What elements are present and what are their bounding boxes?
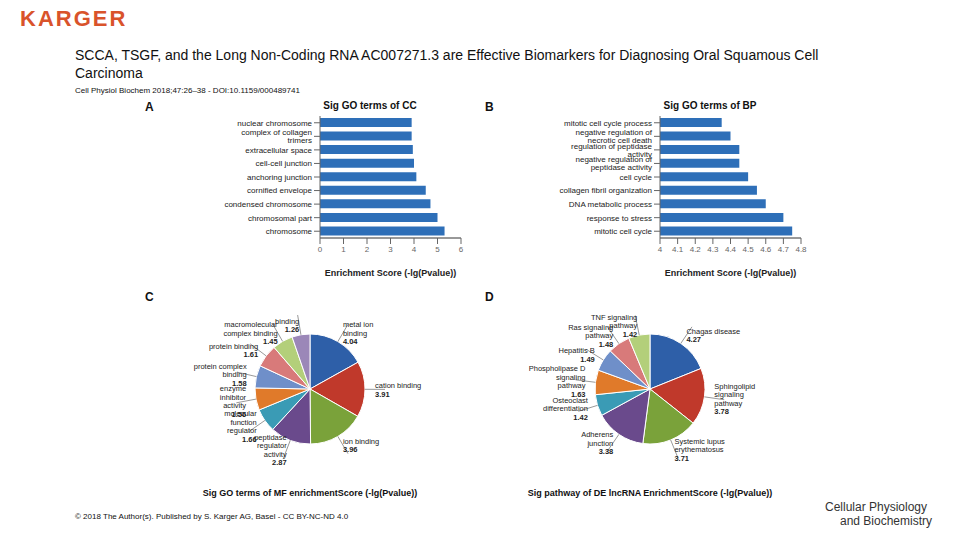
svg-text:3: 3: [388, 245, 393, 254]
svg-text:4.8: 4.8: [795, 245, 807, 254]
svg-text:4: 4: [658, 245, 663, 254]
svg-text:4.5: 4.5: [743, 245, 755, 254]
svg-text:Hepatitis B1.49: Hepatitis B1.49: [559, 346, 595, 364]
svg-text:Enrichment Score (-lg(Pvalue)): Enrichment Score (-lg(Pvalue)): [665, 268, 797, 278]
svg-text:binding1.26: binding1.26: [275, 317, 299, 335]
svg-text:TNF signalingpathway1.42: TNF signalingpathway1.42: [591, 313, 638, 339]
svg-text:cell cycle: cell cycle: [620, 173, 653, 182]
svg-text:4.4: 4.4: [725, 245, 737, 254]
svg-text:1: 1: [341, 245, 346, 254]
svg-text:metal ionbinding4.04: metal ionbinding4.04: [343, 320, 373, 346]
svg-text:nuclear chromosome: nuclear chromosome: [237, 119, 312, 128]
svg-text:protein complexbinding1.58: protein complexbinding1.58: [194, 362, 247, 388]
svg-text:Ras signalingpathway1.48: Ras signalingpathway1.48: [568, 323, 613, 349]
svg-text:enzymeinhibitoractivity1.56: enzymeinhibitoractivity1.56: [220, 384, 247, 419]
svg-text:4.2: 4.2: [690, 245, 702, 254]
svg-text:mitotic cell cycle process: mitotic cell cycle process: [564, 119, 652, 128]
svg-text:4.3: 4.3: [707, 245, 719, 254]
svg-text:peptidaseregulatoractivity2.87: peptidaseregulatoractivity2.87: [254, 433, 287, 468]
svg-text:4: 4: [412, 245, 417, 254]
svg-text:response to stress: response to stress: [587, 214, 652, 223]
svg-text:negative regulation ofpeptidas: negative regulation ofpeptidase activity: [576, 155, 653, 172]
svg-text:6: 6: [459, 245, 464, 254]
svg-text:5: 5: [435, 245, 440, 254]
svg-text:Systemic lupuserythematosus3.7: Systemic lupuserythematosus3.71: [674, 437, 725, 463]
svg-text:4.6: 4.6: [760, 245, 772, 254]
svg-text:protein binding1.61: protein binding1.61: [209, 342, 258, 360]
svg-text:complex of collagentrimers: complex of collagentrimers: [241, 128, 312, 145]
svg-text:Enrichment Score (-lg(Pvalue)): Enrichment Score (-lg(Pvalue)): [325, 268, 457, 278]
svg-text:ion binding3.96: ion binding3.96: [343, 437, 379, 455]
svg-text:anchoring junction: anchoring junction: [247, 173, 312, 182]
svg-text:Adherensjunction3.38: Adherensjunction3.38: [581, 430, 613, 456]
svg-text:collagen fibril organization: collagen fibril organization: [560, 186, 653, 195]
svg-text:0: 0: [318, 245, 323, 254]
svg-text:mitotic cell cycle: mitotic cell cycle: [594, 227, 652, 236]
svg-text:Phospholipase Dsignalingpathwa: Phospholipase Dsignalingpathway1.63: [529, 364, 586, 399]
svg-text:cornified envelope: cornified envelope: [247, 186, 312, 195]
svg-text:macromolecularcomplex binding1: macromolecularcomplex binding1.45: [223, 320, 278, 346]
svg-text:Sphingolipidsignalingpathway3.: Sphingolipidsignalingpathway3.78: [714, 382, 755, 417]
svg-text:4.1: 4.1: [672, 245, 684, 254]
svg-text:condensed chromosome: condensed chromosome: [224, 200, 312, 209]
svg-text:cation binding3.91: cation binding3.91: [375, 381, 421, 399]
svg-text:Osteoclastdifferentiation1.42: Osteoclastdifferentiation1.42: [543, 396, 589, 422]
svg-text:cell-cell junction: cell-cell junction: [256, 159, 312, 168]
svg-text:DNA metabolic process: DNA metabolic process: [569, 200, 652, 209]
svg-text:chromosome: chromosome: [266, 227, 313, 236]
svg-text:2: 2: [365, 245, 370, 254]
svg-text:extracellular space: extracellular space: [245, 146, 312, 155]
svg-text:molecularfunctionregulator1.66: molecularfunctionregulator1.66: [224, 409, 257, 444]
svg-text:4.7: 4.7: [778, 245, 790, 254]
svg-text:chromosomal part: chromosomal part: [248, 214, 313, 223]
svg-text:Chagas disease4.27: Chagas disease4.27: [686, 327, 740, 345]
